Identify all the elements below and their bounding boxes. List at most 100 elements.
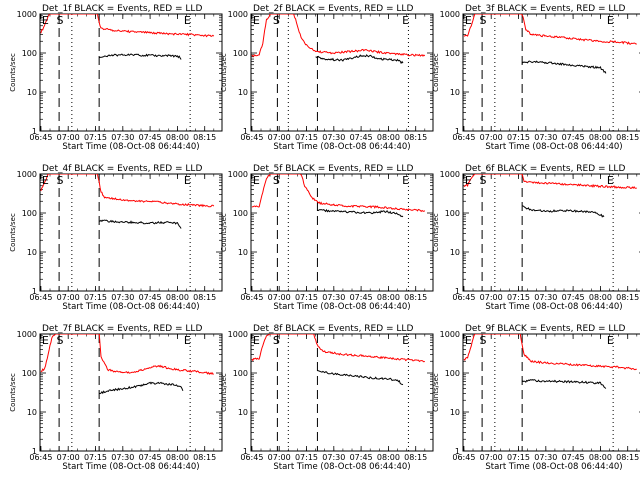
chart-4-x-tick-label: 06:45: [29, 293, 52, 302]
chart-9-plot-frame: [462, 333, 640, 452]
chart-3-series-2: [521, 60, 607, 74]
chart-7-x-axis-label: Start Time (08-Oct-08 06:44:40): [62, 462, 199, 472]
chart-2-x-tick-label: 07:15: [295, 133, 318, 142]
chart-3-y-tick-label: 1000: [440, 10, 460, 19]
chart-9-x-tick-label: 07:00: [480, 453, 503, 462]
chart-5-x-tick-label: 07:30: [322, 293, 345, 302]
chart-3: Det_3f BLACK = Events, RED = LLD 1 10 100 10…: [432, 4, 640, 152]
chart-7-y-tick-label: 100: [22, 369, 37, 378]
chart-6-series-2: [522, 205, 605, 218]
chart-2-x-tick-label: 07:00: [268, 133, 291, 142]
chart-3-plot-frame: [462, 13, 640, 132]
chart-6-marker-E: E: [465, 174, 472, 187]
chart-8-x-tick-label: 06:45: [240, 453, 263, 462]
chart-2-marker-E: E: [402, 14, 409, 27]
chart-3-x-axis-label: Start Time (08-Oct-08 06:44:40): [485, 142, 622, 152]
chart-2-y-axis-label: Counts/sec: [220, 53, 228, 92]
chart-7-x-tick-label: 07:15: [84, 453, 107, 462]
chart-8-y-tick-label: 1: [243, 447, 248, 456]
chart-4-x-tick-label: 07:00: [57, 293, 80, 302]
chart-7-plot-frame: [39, 333, 223, 452]
chart-9-y-tick-label: 1000: [440, 330, 460, 339]
chart-9-marker-E: E: [607, 334, 614, 347]
chart-6-x-tick-label: 06:45: [452, 293, 475, 302]
chart-1-x-tick-label: 08:15: [193, 133, 216, 142]
chart-7-y-tick-label: 10: [27, 408, 37, 417]
chart-7-x-tick-label: 07:45: [139, 453, 162, 462]
chart-9-title: Det_9f BLACK = Events, RED = LLD: [465, 324, 625, 334]
chart-5: Det_5f BLACK = Events, RED = LLD 1 10 100 10…: [220, 164, 434, 312]
chart-6-y-tick-label: 10: [450, 248, 460, 257]
chart-5-x-tick-label: 07:15: [295, 293, 318, 302]
chart-8-series-1: [251, 334, 426, 363]
chart-4-title: Det_4f BLACK = Events, RED = LLD: [42, 164, 202, 174]
chart-9-series-1: [463, 334, 637, 371]
chart-8-x-tick-label: 08:15: [404, 453, 427, 462]
chart-7-series-2: [99, 381, 184, 395]
chart-5-marker-E: E: [253, 174, 260, 187]
chart-4-series-1: [40, 174, 215, 208]
chart-8: Det_8f BLACK = Events, RED = LLD 1 10 100 10…: [220, 324, 434, 472]
chart-8-series-2: [317, 370, 404, 386]
chart-5-y-tick-label: 1: [243, 287, 248, 296]
chart-4-marker-E: E: [184, 174, 191, 187]
chart-5-x-tick-label: 06:45: [240, 293, 263, 302]
chart-8-y-tick-label: 10: [238, 408, 248, 417]
chart-3-x-tick-label: 07:30: [534, 133, 557, 142]
chart-4-series-2: [99, 219, 182, 229]
chart-5-y-tick-label: 10: [238, 248, 248, 257]
chart-9-y-tick-label: 100: [445, 369, 460, 378]
chart-6-y-axis-label: Counts/sec: [432, 213, 440, 252]
chart-6-marker-E: E: [607, 174, 614, 187]
chart-4-plot-frame: [39, 173, 223, 292]
chart-4-y-tick-label: 100: [22, 209, 37, 218]
chart-6-x-tick-label: 07:45: [562, 293, 585, 302]
chart-1-series-1: [40, 14, 215, 38]
chart-9-marker-S: S: [479, 334, 486, 347]
chart-2-x-tick-label: 07:30: [322, 133, 345, 142]
chart-2-title: Det_2f BLACK = Events, RED = LLD: [253, 4, 413, 14]
chart-1-y-tick-label: 1000: [17, 10, 37, 19]
chart-7-x-tick-label: 07:00: [57, 453, 80, 462]
chart-2-series-1: [251, 14, 426, 57]
chart-7-marker-E: E: [42, 334, 49, 347]
chart-3-x-tick-label: 08:00: [589, 133, 612, 142]
chart-4-x-tick-label: 07:30: [111, 293, 134, 302]
chart-7-y-tick-label: 1: [32, 447, 37, 456]
chart-5-y-axis-label: Counts/sec: [220, 213, 228, 252]
chart-7-series-1: [40, 334, 214, 375]
chart-8-y-tick-label: 100: [233, 369, 248, 378]
chart-9-x-tick-label: 07:45: [562, 453, 585, 462]
chart-9-x-axis-label: Start Time (08-Oct-08 06:44:40): [485, 462, 622, 472]
chart-6-x-tick-label: 07:15: [507, 293, 530, 302]
chart-4-y-tick-label: 1000: [17, 170, 37, 179]
chart-1-title: Det_1f BLACK = Events, RED = LLD: [42, 4, 202, 14]
chart-5-x-axis-label: Start Time (08-Oct-08 06:44:40): [273, 302, 410, 312]
chart-1-y-tick-label: 100: [22, 49, 37, 58]
chart-3-x-tick-label: 08:15: [616, 133, 639, 142]
chart-4-x-tick-label: 08:15: [193, 293, 216, 302]
chart-9-x-tick-label: 08:00: [589, 453, 612, 462]
chart-4-y-tick-label: 1: [32, 287, 37, 296]
chart-9-y-tick-label: 10: [450, 408, 460, 417]
chart-7-title: Det_7f BLACK = Events, RED = LLD: [42, 324, 202, 334]
chart-8-x-tick-label: 08:00: [377, 453, 400, 462]
chart-3-y-tick-label: 1: [455, 127, 460, 136]
chart-5-marker-E: E: [402, 174, 409, 187]
chart-5-title: Det_5f BLACK = Events, RED = LLD: [253, 164, 413, 174]
chart-1-x-axis-label: Start Time (08-Oct-08 06:44:40): [62, 142, 199, 152]
chart-9: Det_9f BLACK = Events, RED = LLD 1 10 100 10…: [432, 324, 640, 472]
chart-6-series-1: [463, 174, 638, 190]
chart-7-x-tick-label: 07:30: [111, 453, 134, 462]
chart-1-y-tick-label: 10: [27, 88, 37, 97]
chart-2-x-axis-label: Start Time (08-Oct-08 06:44:40): [273, 142, 410, 152]
chart-8-marker-E: E: [402, 334, 409, 347]
chart-8-marker-E: E: [253, 334, 260, 347]
chart-1-y-axis-label: Counts/sec: [9, 53, 17, 92]
chart-8-y-tick-label: 1000: [228, 330, 248, 339]
chart-7-y-tick-label: 1000: [17, 330, 37, 339]
chart-2-x-tick-label: 06:45: [240, 133, 263, 142]
chart-2-marker-S: S: [273, 14, 280, 27]
chart-3-series-1: [463, 14, 637, 45]
chart-1-x-tick-label: 07:15: [84, 133, 107, 142]
